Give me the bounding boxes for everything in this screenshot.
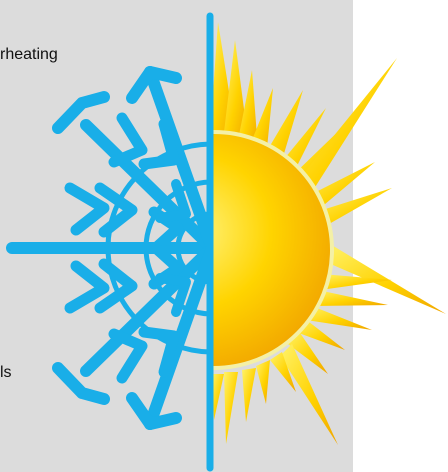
snowflake-icon	[6, 66, 210, 430]
bottom-partial-text: ls	[0, 364, 12, 381]
top-partial-text: rheating	[0, 46, 58, 63]
sun-icon	[210, 130, 334, 370]
sun-rays	[210, 22, 446, 445]
